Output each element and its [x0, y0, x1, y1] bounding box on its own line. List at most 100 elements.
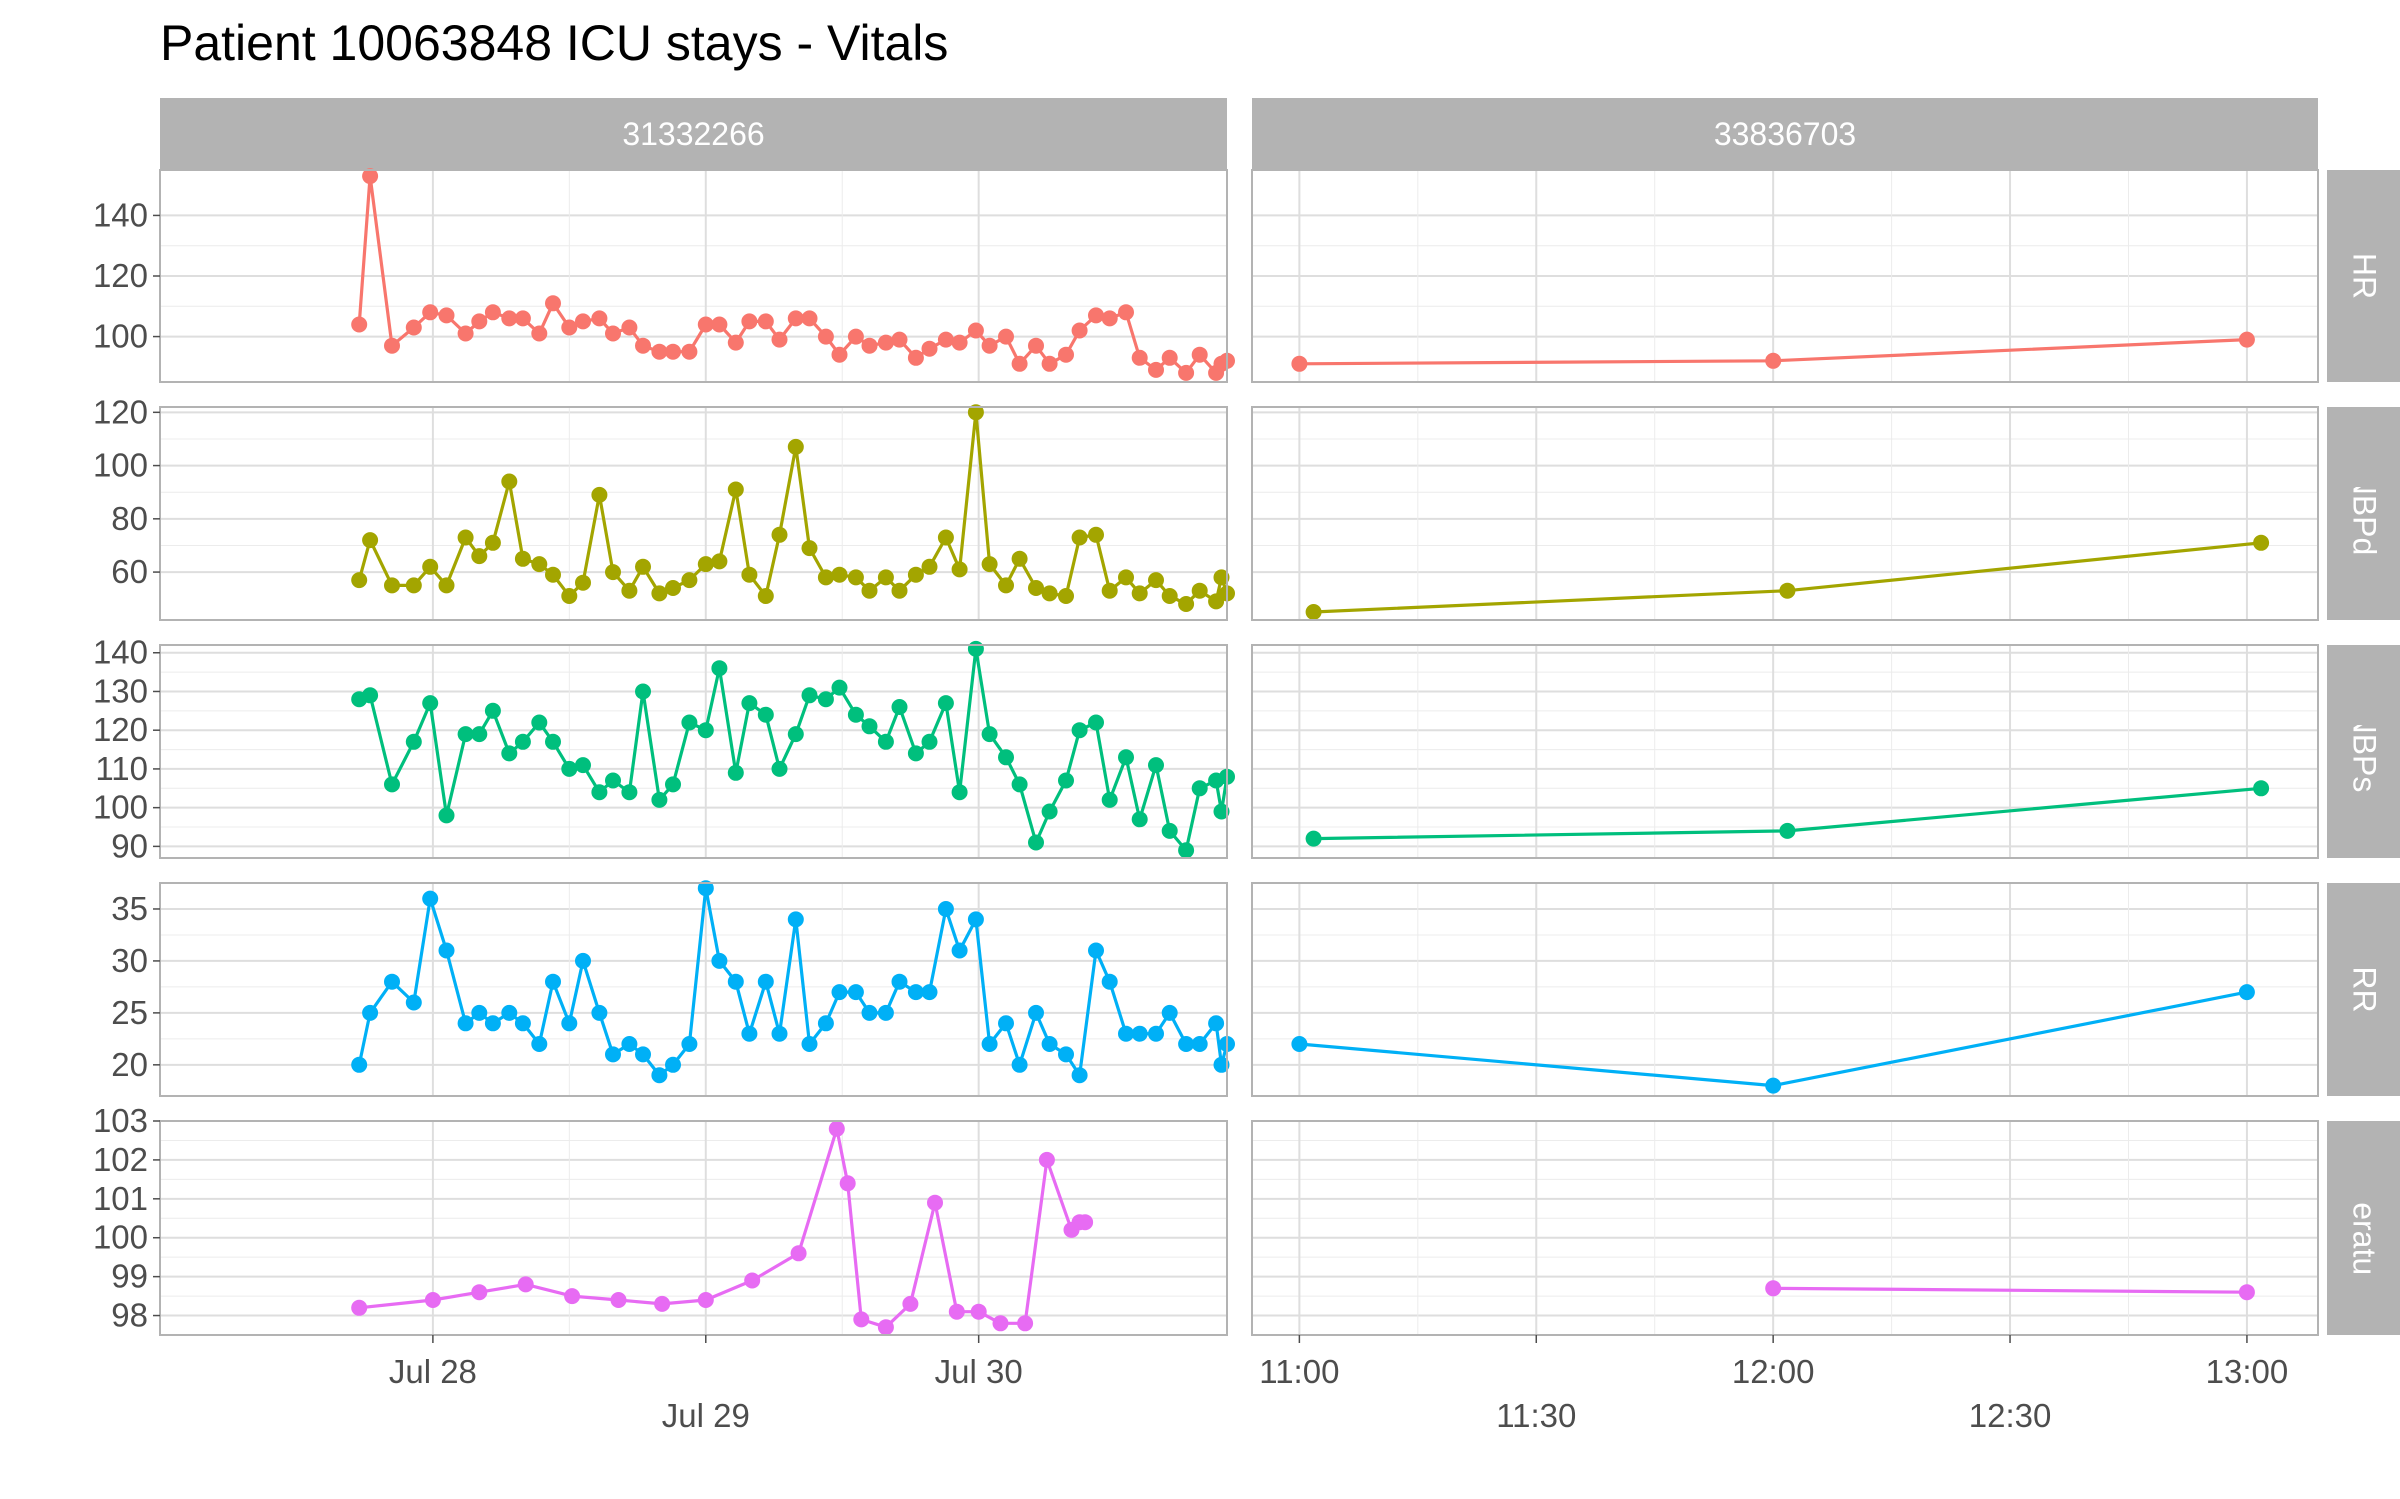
panel-31332266-nbpd-border: [159, 406, 1228, 621]
series-rr-31332266-point: [757, 973, 774, 990]
y-tick-label-nbps: 120: [93, 711, 148, 748]
series-nbpd-31332266-point: [457, 529, 474, 546]
series-rr-31332266-point: [531, 1036, 548, 1052]
series-nbps-31332266-point: [741, 695, 758, 712]
series-nbpd-33836703-point: [1305, 604, 1322, 620]
series-hr-31332266-point: [1088, 307, 1104, 324]
series-nbps-31332266-point: [384, 776, 400, 793]
series-rr-31332266-point: [1178, 1036, 1195, 1052]
series-rr-31332266-point: [484, 1015, 501, 1032]
series-hr-31332266-point: [847, 328, 864, 345]
series-hr-31332266-point: [457, 325, 474, 342]
series-nbpd-31332266-point: [697, 556, 714, 573]
series-temperature-f-31332266-point: [351, 1299, 368, 1316]
y-tick-label-nbpd: 60: [111, 553, 148, 590]
series-rr-31332266-point: [1028, 1004, 1044, 1021]
series-nbpd-31332266-point: [757, 588, 774, 604]
series-hr-33836703-point: [1291, 355, 1308, 372]
series-nbpd-31332266-point: [727, 481, 744, 498]
series-hr-31332266-point: [635, 337, 651, 354]
series-rr-31332266-point: [801, 1036, 818, 1052]
series-rr-31332266-point: [1213, 1056, 1230, 1073]
y-tick-label-temperature-f: 102: [93, 1141, 148, 1178]
series-rr-31332266-point: [771, 1025, 788, 1042]
panel-33836703-nbps-background: [1252, 645, 2318, 858]
series-nbps-31332266-point: [1101, 791, 1118, 808]
series-nbpd-31332266-point: [787, 438, 804, 455]
series-nbpd-31332266-point: [484, 534, 501, 551]
series-nbps-31332266-point: [937, 695, 954, 712]
facet-strip-nbps: [2327, 645, 2400, 858]
series-rr-31332266-point: [937, 901, 954, 917]
series-nbpd-31332266-point: [847, 569, 864, 586]
series-temperature-f-31332266-point: [877, 1319, 894, 1336]
series-rr-31332266-point: [907, 984, 924, 1001]
series-nbps-31332266-point: [727, 764, 744, 781]
x-tick-label-31332266: Jul 29: [662, 1397, 750, 1434]
series-temperature-f-33836703-line: [1773, 1286, 2247, 1294]
series-nbps-31332266-point: [1178, 842, 1195, 859]
series-nbps-31332266-point: [967, 640, 984, 657]
y-tick-label-rr: 25: [111, 994, 148, 1031]
series-nbps-31332266-point: [362, 687, 379, 704]
series-nbpd-31332266-point: [1041, 585, 1058, 602]
series-nbps-31332266-point: [817, 691, 834, 708]
series-nbps-31332266-point: [635, 683, 651, 700]
series-hr-31332266-point: [1118, 304, 1134, 321]
y-tick-label-rr: 20: [111, 1046, 148, 1083]
series-nbpd-31332266-point: [1178, 596, 1195, 612]
series-nbps-31332266-point: [1058, 772, 1074, 789]
series-rr-31332266-point: [405, 994, 422, 1011]
y-tick-label-nbps: 130: [93, 672, 148, 709]
x-tick-label-33836703: 11:00: [1259, 1353, 1339, 1390]
series-nbps-31332266-point: [711, 660, 728, 677]
series-rr-31332266-point: [605, 1046, 621, 1063]
series-hr-31332266-point: [877, 334, 894, 351]
series-nbpd-31332266-point: [1191, 582, 1208, 599]
series-temperature-f-33836703-point: [1765, 1280, 1782, 1297]
panel-33836703-rr-border: [1251, 882, 2319, 1097]
series-hr-31332266-point: [665, 343, 681, 360]
series-nbpd-31332266-point: [861, 582, 878, 599]
series-nbps-31332266-point: [665, 776, 681, 793]
series-hr-31332266-point: [484, 304, 501, 321]
series-rr-31332266-point: [545, 973, 561, 990]
series-hr-31332266-point: [741, 313, 758, 330]
y-tick-label-nbps: 90: [111, 827, 148, 864]
series-nbpd-31332266-point: [471, 548, 488, 565]
series-nbpd-31332266-point: [1161, 588, 1178, 604]
series-rr-33836703-point: [1291, 1036, 1308, 1052]
series-nbpd-31332266-point: [937, 529, 954, 546]
facet-strip-label-31332266: 31332266: [622, 116, 764, 152]
series-nbpd-31332266-point: [921, 558, 938, 575]
panel-33836703-hr-border: [1251, 169, 2319, 383]
series-nbpd-31332266-point: [817, 569, 834, 586]
series-nbps-31332266-point: [422, 695, 439, 712]
series-hr-31332266-point: [727, 334, 744, 351]
series-nbpd-31332266-point: [575, 574, 591, 591]
series-rr-31332266-point: [861, 1004, 878, 1021]
series-hr-31332266-point: [362, 168, 379, 185]
series-rr-31332266-point: [981, 1036, 998, 1052]
y-tick-label-nbps: 110: [95, 750, 148, 787]
series-nbps-31332266-point: [1088, 714, 1104, 731]
series-hr-31332266-point: [575, 313, 591, 330]
series-nbpd-31332266-point: [362, 532, 379, 549]
y-tick-label-hr: 120: [93, 257, 148, 294]
chart-title: Patient 10063848 ICU stays - Vitals: [160, 15, 948, 71]
series-rr-31332266-point: [514, 1015, 531, 1032]
x-tick-label-31332266: Jul 28: [389, 1353, 477, 1390]
facet-strip-label-nbps: NBPs: [2347, 711, 2383, 793]
series-nbps-31332266-point: [907, 745, 924, 762]
series-temperature-f-31332266-point: [992, 1315, 1009, 1332]
series-nbps-31332266-point: [998, 749, 1014, 766]
series-rr-33836703-point: [2238, 984, 2255, 1001]
series-hr-31332266-point: [697, 316, 714, 333]
series-nbps-31332266-point: [561, 760, 578, 777]
facet-strip-31332266: [160, 98, 1227, 170]
series-nbpd-31332266-point: [1071, 529, 1088, 546]
series-temperature-f-31332266-point: [697, 1292, 714, 1308]
series-temperature-f-31332266-point: [828, 1120, 845, 1137]
series-nbpd-31332266-point: [1213, 569, 1230, 586]
series-rr-31332266-point: [351, 1056, 368, 1073]
